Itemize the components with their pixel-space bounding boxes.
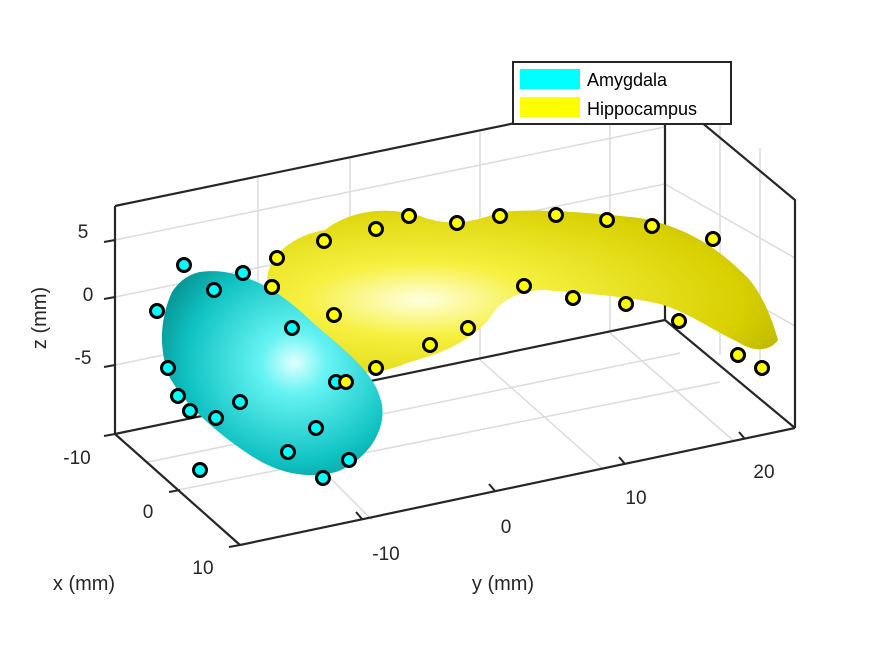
hippocampus-marker-16: [516, 278, 532, 294]
amygdala-marker-6: [284, 320, 300, 336]
amygdala-marker-10: [232, 394, 248, 410]
hippocampus-marker-5: [449, 215, 465, 231]
legend: Amygdala Hippocampus: [512, 61, 732, 125]
hippocampus-marker-12: [326, 307, 342, 323]
amygdala-marker-5: [149, 303, 165, 319]
hippocampus-marker-8: [599, 212, 615, 228]
hippocampus-marker-3: [368, 221, 384, 237]
amygdala-marker-7: [170, 388, 186, 404]
hippocampus-marker-20: [730, 347, 746, 363]
y-axis-label: y (mm): [472, 573, 534, 595]
hippocampus-marker-19: [671, 313, 687, 329]
amygdala-marker-12: [280, 444, 296, 460]
hippocampus-marker-15: [460, 320, 476, 336]
x-axis-label: x (mm): [53, 573, 115, 595]
hippocampus-marker-7: [548, 207, 564, 223]
z-tick-0: 0: [83, 285, 94, 306]
z-tick-minus5: -5: [75, 348, 92, 369]
hippocampus-marker-22: [338, 374, 354, 390]
amygdala-marker-14: [315, 470, 331, 486]
hippocampus-marker-18: [618, 296, 634, 312]
amygdala-marker-16: [160, 360, 176, 376]
x-tick-0: 0: [143, 502, 154, 523]
y-tick-minus10: -10: [372, 544, 399, 565]
amygdala-marker-13: [341, 452, 357, 468]
amygdala-marker-9: [208, 410, 224, 426]
legend-label-hippocampus: Hippocampus: [587, 99, 697, 119]
hippocampus-marker-14: [422, 337, 438, 353]
hippocampus-marker-1: [269, 250, 285, 266]
legend-swatch-hippocampus: [520, 97, 580, 117]
legend-label-amygdala: Amygdala: [587, 70, 668, 90]
z-tick-5: 5: [78, 222, 89, 243]
y-tick-10: 10: [625, 488, 646, 509]
z-axis-label: z (mm): [29, 287, 51, 349]
amygdala-marker-2: [235, 265, 251, 281]
y-tick-0: 0: [501, 517, 512, 538]
x-tick-minus10: -10: [63, 448, 90, 469]
amygdala-marker-4: [206, 282, 222, 298]
x-tick-10: 10: [192, 558, 213, 579]
amygdala-marker-8: [182, 403, 198, 419]
amygdala-marker-11: [308, 420, 324, 436]
surface-markers: [149, 207, 770, 486]
hippocampus-marker-21: [754, 360, 770, 376]
hippocampus-marker-6: [492, 208, 508, 224]
legend-swatch-amygdala: [520, 69, 580, 89]
hippocampus-marker-4: [401, 208, 417, 224]
y-tick-20: 20: [753, 462, 774, 483]
amygdala-marker-17: [192, 462, 208, 478]
hippocampus-marker-11: [264, 279, 280, 295]
hippocampus-marker-13: [368, 360, 384, 376]
hippocampus-marker-10: [705, 231, 721, 247]
hippocampus-marker-9: [644, 218, 660, 234]
amygdala-marker-1: [176, 257, 192, 273]
tick-marks: [103, 239, 746, 548]
hippocampus-marker-2: [316, 233, 332, 249]
hippocampus-marker-17: [565, 290, 581, 306]
